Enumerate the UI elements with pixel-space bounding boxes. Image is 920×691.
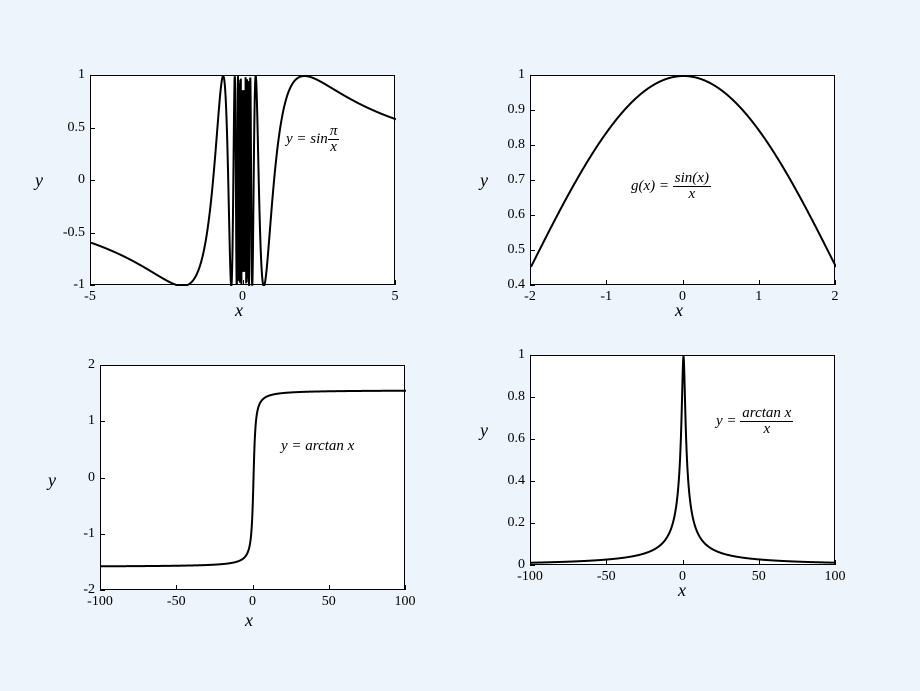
xtick-mark [835, 280, 836, 285]
xtick-label: 50 [739, 569, 779, 585]
ytick-label: 0.5 [485, 242, 525, 258]
xtick-mark [100, 585, 101, 590]
xtick-mark [90, 280, 91, 285]
xtick-label: -1 [586, 289, 626, 305]
ytick-mark [100, 478, 105, 479]
xtick-label: 5 [375, 289, 415, 305]
xtick-label: 1 [739, 289, 779, 305]
ytick-mark [90, 285, 95, 286]
xtick-label: 50 [309, 594, 349, 610]
ytick-mark [530, 397, 535, 398]
ytick-mark [90, 128, 95, 129]
xtick-label: -50 [586, 569, 626, 585]
y-axis-label: y [480, 170, 488, 191]
xtick-label: 0 [233, 594, 273, 610]
xtick-mark [405, 585, 406, 590]
curve-tl [91, 76, 396, 286]
ytick-label: 2 [55, 357, 95, 373]
xtick-label: -5 [70, 289, 110, 305]
plot-tl: y = sinπx [90, 75, 395, 285]
xtick-mark [395, 280, 396, 285]
xtick-mark [530, 280, 531, 285]
ytick-mark [530, 215, 535, 216]
ytick-label: 0 [45, 172, 85, 188]
ytick-mark [90, 180, 95, 181]
ytick-label: 1 [45, 67, 85, 83]
curve-bl [101, 366, 406, 591]
ytick-mark [100, 365, 105, 366]
ytick-label: 0.8 [485, 389, 525, 405]
xtick-mark [683, 280, 684, 285]
ytick-label: 0.6 [485, 431, 525, 447]
ytick-mark [530, 439, 535, 440]
ytick-mark [90, 75, 95, 76]
ytick-label: -1 [55, 526, 95, 542]
x-axis-label: x [678, 580, 686, 601]
xtick-mark [243, 280, 244, 285]
plot-br: y = arctan xx [530, 355, 835, 565]
ytick-label: 0.6 [485, 207, 525, 223]
xtick-mark [759, 280, 760, 285]
xtick-mark [176, 585, 177, 590]
ytick-label: 1 [485, 347, 525, 363]
formula-label: y = arctan xx [716, 406, 793, 437]
xtick-label: -100 [510, 569, 550, 585]
xtick-mark [606, 280, 607, 285]
ytick-label: 1 [55, 413, 95, 429]
ytick-label: 0.2 [485, 515, 525, 531]
xtick-mark [759, 560, 760, 565]
xtick-mark [329, 585, 330, 590]
ytick-mark [530, 481, 535, 482]
ytick-mark [100, 421, 105, 422]
ytick-mark [530, 250, 535, 251]
ytick-mark [530, 110, 535, 111]
ytick-label: 0.8 [485, 137, 525, 153]
xtick-mark [606, 560, 607, 565]
ytick-label: 0.7 [485, 172, 525, 188]
xtick-label: 100 [815, 569, 855, 585]
ytick-label: 0 [55, 470, 95, 486]
chart-grid: y = sinπx-1-0.500.51-505yxg(x) = sin(x)x… [0, 0, 920, 691]
y-axis-label: y [48, 470, 56, 491]
xtick-mark [683, 560, 684, 565]
plot-tr: g(x) = sin(x)x [530, 75, 835, 285]
ytick-mark [100, 534, 105, 535]
curve-br [531, 356, 836, 566]
xtick-label: -100 [80, 594, 120, 610]
y-axis-label: y [480, 420, 488, 441]
xtick-mark [253, 585, 254, 590]
xtick-label: -50 [156, 594, 196, 610]
ytick-mark [530, 285, 535, 286]
formula-label: y = sinπx [286, 124, 339, 155]
xtick-label: 2 [815, 289, 855, 305]
x-axis-label: x [245, 610, 253, 631]
xtick-label: -2 [510, 289, 550, 305]
ytick-label: -0.5 [45, 225, 85, 241]
plot-bl: y = arctan x [100, 365, 405, 590]
xtick-mark [530, 560, 531, 565]
ytick-mark [530, 180, 535, 181]
ytick-label: 0.5 [45, 120, 85, 136]
ytick-mark [90, 233, 95, 234]
x-axis-label: x [235, 300, 243, 321]
y-axis-label: y [35, 170, 43, 191]
ytick-mark [530, 75, 535, 76]
xtick-label: 100 [385, 594, 425, 610]
x-axis-label: x [675, 300, 683, 321]
ytick-label: 1 [485, 67, 525, 83]
formula-label: y = arctan x [281, 438, 354, 455]
ytick-mark [530, 523, 535, 524]
ytick-label: 0.4 [485, 473, 525, 489]
ytick-label: 0.9 [485, 102, 525, 118]
formula-label: g(x) = sin(x)x [631, 171, 711, 202]
ytick-mark [530, 145, 535, 146]
ytick-mark [100, 590, 105, 591]
ytick-mark [530, 565, 535, 566]
xtick-mark [835, 560, 836, 565]
ytick-mark [530, 355, 535, 356]
